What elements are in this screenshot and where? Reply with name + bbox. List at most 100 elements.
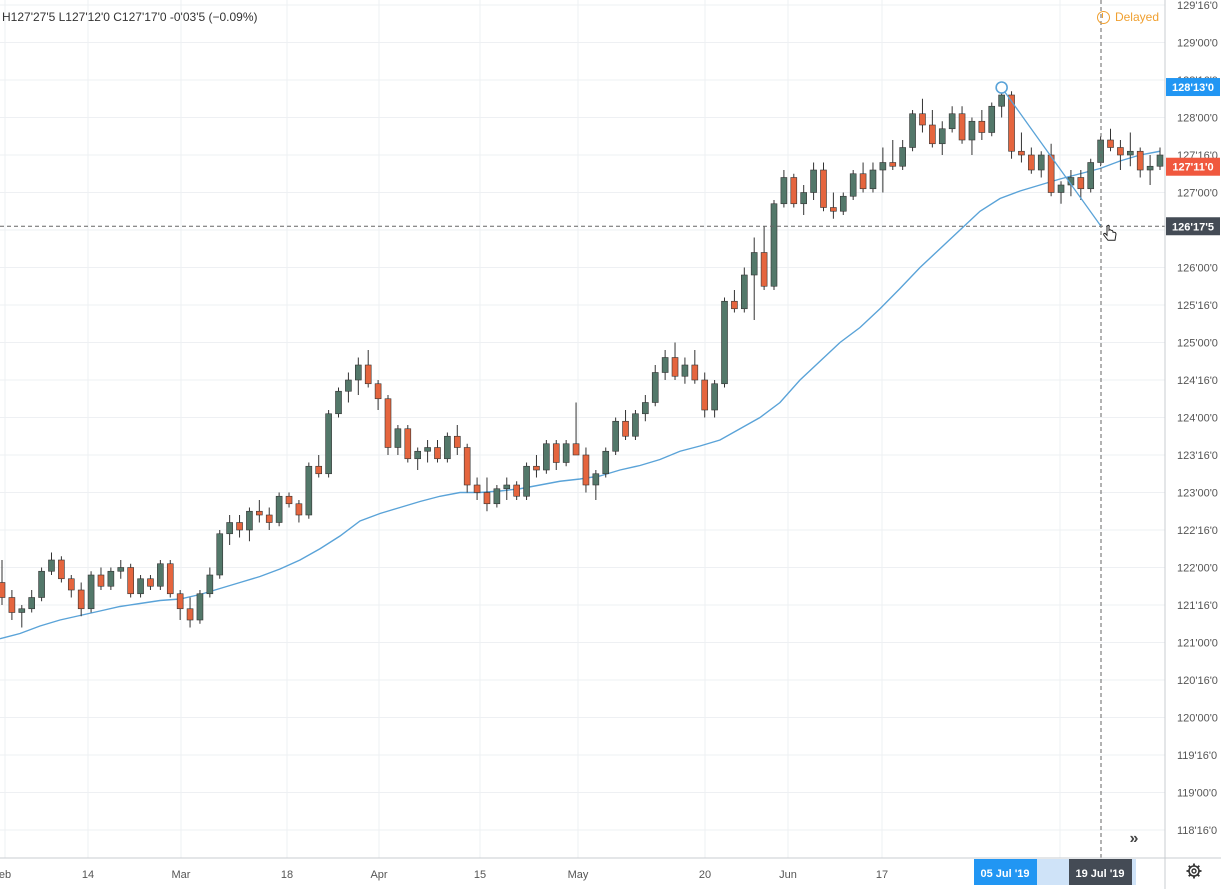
candle-body: [1057, 184, 1065, 193]
candle-body: [364, 364, 372, 385]
candle: [137, 575, 144, 598]
candle: [8, 590, 16, 620]
time-label: 14: [82, 869, 94, 881]
candle: [839, 192, 847, 215]
candle-body: [741, 274, 748, 310]
candle-body: [166, 563, 174, 595]
candle: [859, 162, 867, 193]
candle: [315, 455, 323, 478]
price-axis[interactable]: 129'16'0129'00'0128'16'0128'00'0127'16'0…: [1164, 0, 1220, 889]
candle: [404, 425, 412, 463]
candle-body: [147, 578, 154, 587]
candle-body: [691, 364, 699, 381]
candle-body: [315, 465, 323, 475]
candle-body: [929, 124, 936, 145]
candle: [770, 200, 778, 290]
trendline-drawing[interactable]: [995, 81, 1102, 227]
price-label: 125'16'0: [1177, 300, 1218, 312]
candle: [463, 443, 471, 493]
candle-body: [1037, 154, 1045, 171]
candle-body: [830, 207, 837, 212]
candle-body: [513, 484, 520, 497]
chart-grid: [0, 0, 1165, 858]
candle: [632, 410, 639, 440]
candle: [345, 372, 352, 403]
candle-body: [285, 495, 293, 505]
candle-body: [651, 372, 659, 403]
candle-body: [859, 173, 867, 190]
candle-body: [493, 488, 501, 505]
candle: [1136, 147, 1144, 178]
candle-body: [345, 379, 352, 392]
candle-body: [948, 113, 956, 130]
price-label: 127'00'0: [1177, 188, 1218, 200]
candle: [196, 590, 204, 624]
candle: [513, 481, 520, 500]
candle-body: [1018, 150, 1025, 156]
candle-body: [325, 413, 332, 475]
candle: [889, 140, 897, 170]
candle: [1008, 91, 1015, 159]
candle: [186, 597, 194, 628]
price-label: 129'16'0: [1177, 0, 1218, 12]
candle-body: [384, 398, 392, 448]
candle-body: [157, 563, 164, 587]
highlight-price-label-bg: [1166, 78, 1220, 97]
gear-icon[interactable]: [1186, 863, 1202, 879]
candle: [206, 567, 214, 598]
ma-line: [0, 150, 1161, 640]
candle: [1156, 147, 1164, 170]
candle: [374, 380, 382, 410]
candle-body: [820, 169, 827, 208]
candle-body: [226, 522, 233, 535]
candle: [572, 402, 580, 456]
price-label: 118'16'0: [1177, 825, 1217, 837]
candle: [523, 462, 530, 500]
scroll-to-realtime-button[interactable]: »: [1121, 826, 1147, 852]
candle: [127, 563, 134, 598]
candle: [671, 342, 679, 380]
candle-body: [889, 162, 897, 167]
time-label: 20: [699, 869, 711, 881]
ohlc-legend: H127'27'5 L127'12'0 C127'17'0 -0'03'5 (−…: [2, 10, 258, 24]
candle-body: [87, 574, 95, 610]
candle-body: [1107, 139, 1114, 148]
price-label: 120'00'0: [1177, 713, 1218, 725]
crosshair-price-label: 126'17'5: [1172, 221, 1214, 233]
candle: [483, 477, 491, 512]
candle: [849, 170, 857, 200]
candle-body: [196, 593, 204, 621]
candle: [493, 485, 501, 508]
candle: [741, 267, 748, 313]
candle-body: [355, 364, 362, 381]
candle: [879, 147, 887, 193]
candle-body: [394, 428, 402, 448]
candle-body: [58, 559, 65, 580]
candle-body: [909, 113, 916, 148]
candle: [780, 170, 788, 208]
candle-body: [18, 608, 26, 613]
candle: [147, 575, 154, 590]
crosshair-date-badge: [1069, 859, 1132, 885]
candle: [552, 440, 560, 470]
candle: [48, 552, 55, 575]
candle-body: [661, 357, 669, 373]
candle: [107, 567, 115, 590]
candle-body: [681, 364, 689, 377]
candle-body: [216, 533, 224, 576]
trendline-handle: [995, 81, 1008, 94]
candle: [948, 106, 956, 133]
candle: [1087, 158, 1095, 193]
delayed-badge[interactable]: Delayed: [1096, 10, 1159, 24]
candle-body: [849, 173, 857, 197]
candle: [28, 590, 35, 613]
candle-body: [1156, 154, 1164, 167]
candle-body: [434, 447, 441, 460]
candle-body: [523, 465, 530, 497]
time-label: May: [568, 869, 589, 881]
candle: [968, 117, 976, 155]
candle: [1028, 147, 1035, 174]
candle-body: [176, 593, 184, 610]
